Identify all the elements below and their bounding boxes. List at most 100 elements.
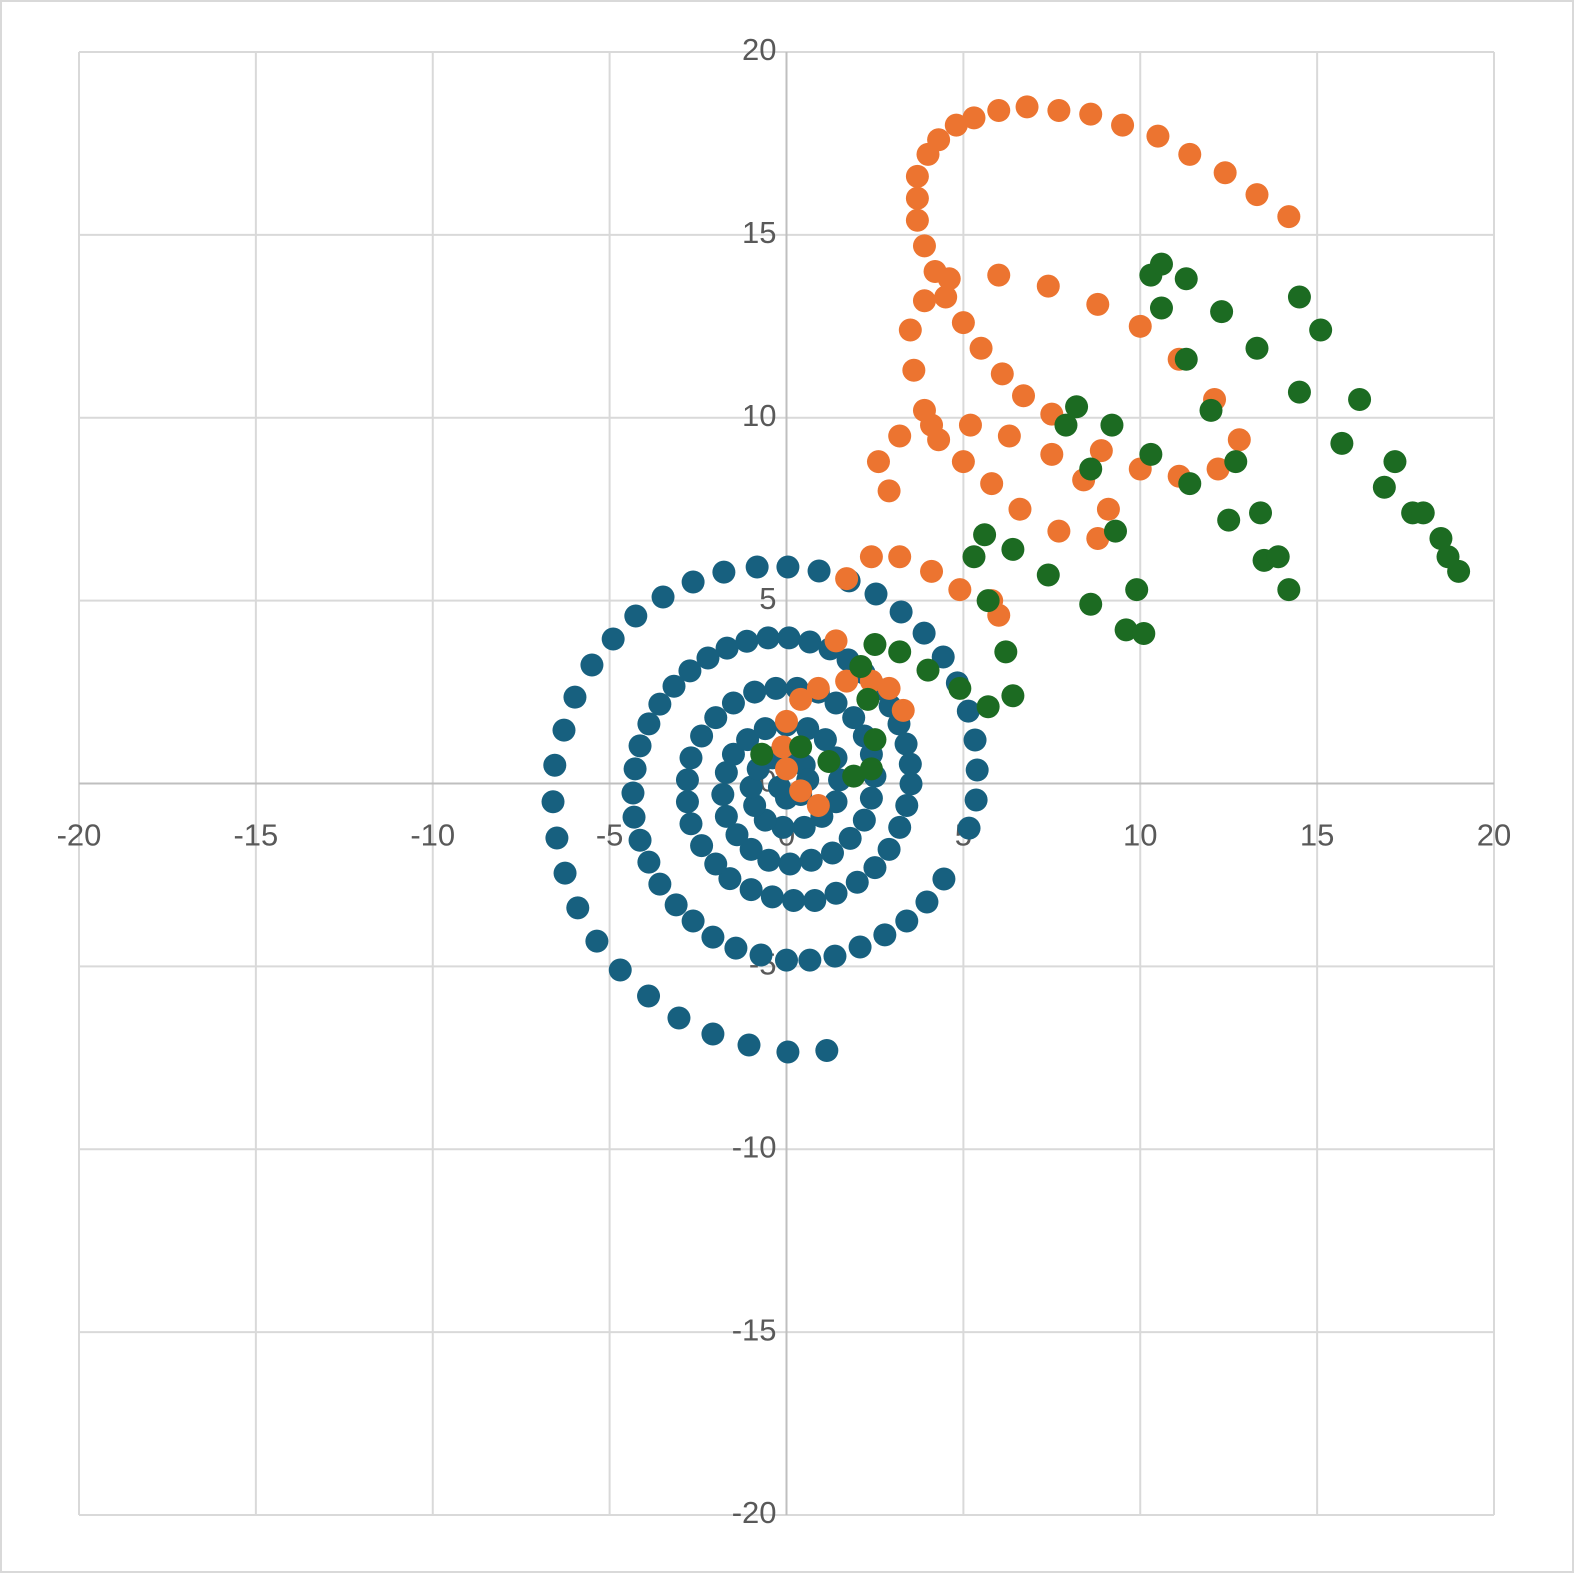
marker (895, 793, 919, 817)
marker (739, 775, 763, 799)
marker (898, 318, 922, 342)
marker (912, 289, 936, 313)
marker (1287, 285, 1311, 309)
marker (863, 856, 887, 880)
marker (1210, 300, 1234, 324)
marker (750, 742, 774, 766)
marker (842, 706, 866, 730)
marker (543, 753, 567, 777)
marker (956, 699, 980, 723)
marker (775, 757, 798, 781)
marker (864, 582, 888, 606)
marker (916, 658, 940, 682)
marker (1079, 457, 1103, 481)
marker (1372, 475, 1396, 499)
marker (714, 804, 738, 828)
marker (789, 687, 813, 711)
marker (725, 823, 749, 847)
marker (580, 653, 604, 677)
marker (753, 717, 777, 741)
marker (743, 680, 767, 704)
marker (1199, 398, 1223, 422)
marker (745, 555, 769, 579)
marker (778, 852, 802, 876)
marker (552, 718, 576, 742)
marker (994, 640, 1018, 664)
marker (767, 775, 791, 799)
marker (662, 674, 686, 698)
marker (905, 208, 929, 232)
marker (951, 311, 975, 335)
marker (623, 757, 647, 781)
marker (905, 186, 929, 210)
marker (1227, 428, 1251, 452)
marker (1429, 526, 1453, 550)
marker (894, 732, 918, 756)
y-tick-label: 15 (742, 215, 776, 250)
marker (1100, 413, 1124, 437)
marker (856, 687, 880, 711)
marker (736, 728, 760, 752)
marker (696, 646, 720, 670)
marker (712, 560, 736, 584)
marker (1330, 431, 1354, 455)
marker (1111, 113, 1135, 137)
marker (965, 758, 989, 782)
marker (824, 790, 848, 814)
marker (927, 128, 951, 152)
marker (681, 909, 705, 933)
marker (931, 645, 955, 669)
marker (724, 936, 748, 960)
y-tick-label: -15 (732, 1312, 777, 1347)
marker (1266, 545, 1290, 569)
marker (859, 757, 883, 781)
marker (585, 929, 609, 953)
marker (963, 728, 987, 752)
marker (915, 890, 939, 914)
marker (888, 640, 912, 664)
marker (895, 909, 919, 933)
marker (675, 790, 699, 814)
marker (1217, 508, 1241, 532)
y-tick-label: -10 (732, 1129, 777, 1164)
marker (863, 633, 887, 657)
marker (920, 559, 944, 583)
marker (859, 545, 883, 569)
marker (553, 861, 577, 885)
marker (1224, 450, 1248, 474)
marker (1174, 267, 1198, 291)
marker (777, 626, 801, 650)
marker (1213, 161, 1237, 185)
marker (566, 896, 590, 920)
marker (923, 259, 947, 283)
marker (637, 984, 661, 1008)
marker (622, 805, 646, 829)
marker (932, 867, 956, 891)
marker (1036, 274, 1060, 298)
marker (1436, 545, 1460, 569)
marker (1125, 578, 1149, 602)
marker (776, 1040, 800, 1064)
marker (799, 848, 823, 872)
marker (792, 815, 816, 839)
marker (711, 782, 735, 806)
marker (964, 788, 988, 812)
marker (803, 889, 827, 913)
marker (757, 848, 781, 872)
marker (679, 812, 703, 836)
marker (962, 106, 986, 130)
marker (678, 659, 702, 683)
marker (997, 424, 1021, 448)
marker (806, 676, 830, 700)
marker (601, 627, 625, 651)
marker (1249, 501, 1273, 525)
marker (912, 621, 936, 645)
marker (775, 709, 798, 733)
y-tick-label: 10 (742, 398, 776, 433)
marker (934, 285, 958, 309)
marker (1146, 124, 1170, 148)
marker (944, 113, 968, 137)
marker (648, 872, 672, 896)
marker (628, 828, 652, 852)
